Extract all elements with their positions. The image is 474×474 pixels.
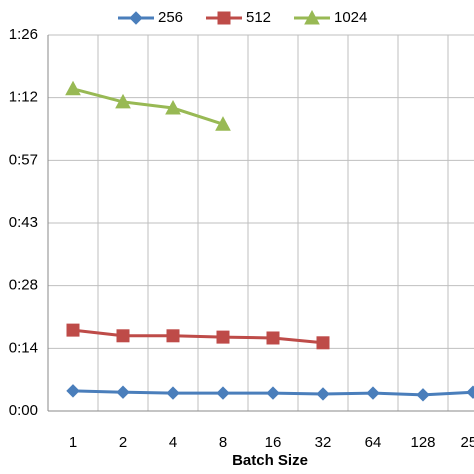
data-point [416, 388, 430, 402]
data-point [65, 80, 81, 96]
data-point [316, 387, 330, 401]
x-tick-label: 1 [69, 434, 77, 451]
x-tick-label: 4 [169, 434, 177, 451]
data-point [116, 385, 130, 399]
data-point [466, 385, 474, 399]
legend-marker [304, 9, 320, 25]
data-point [215, 116, 231, 131]
data-point [216, 330, 230, 344]
x-tick-label: 64 [365, 434, 382, 451]
y-tick-label: 0:14 [9, 339, 38, 356]
x-axis-label: Batch Size [232, 452, 308, 469]
data-point [115, 93, 131, 109]
data-point [316, 336, 330, 350]
legend-label: 1024 [334, 9, 367, 26]
x-tick-label: 16 [265, 434, 282, 451]
data-point [165, 99, 181, 115]
data-point [166, 329, 180, 343]
series-line [72, 87, 224, 126]
x-tick-label: 2 [119, 434, 127, 451]
data-point [366, 386, 380, 400]
data-point [116, 329, 130, 343]
data-point [266, 386, 280, 400]
legend-marker [129, 11, 143, 25]
x-tick-label: 256 [460, 434, 474, 451]
x-tick-label: 8 [219, 434, 227, 451]
legend-label: 256 [158, 9, 183, 26]
data-point [66, 323, 80, 337]
data-point [66, 384, 80, 398]
y-tick-label: 1:12 [9, 89, 38, 106]
x-tick-label: 32 [315, 434, 332, 451]
data-point [216, 386, 230, 400]
y-tick-label: 0:57 [9, 151, 38, 168]
legend-label: 512 [246, 9, 271, 26]
data-point [266, 331, 280, 345]
x-tick-label: 128 [410, 434, 435, 451]
y-tick-label: 0:28 [9, 277, 38, 294]
data-point [166, 386, 180, 400]
y-tick-label: 0:43 [9, 214, 38, 231]
y-tick-label: 0:00 [9, 402, 38, 419]
legend-marker [217, 11, 231, 25]
y-tick-label: 1:26 [9, 26, 38, 43]
series-line [72, 328, 324, 345]
